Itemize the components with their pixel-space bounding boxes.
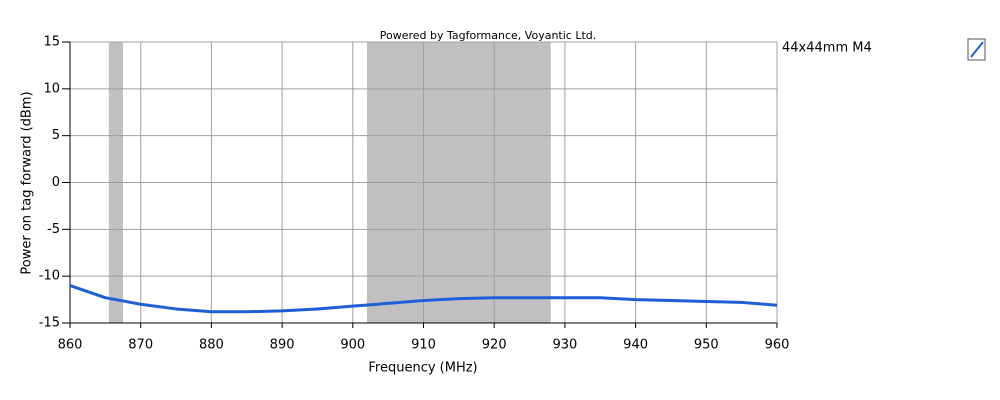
x-tick-label: 950 — [694, 338, 719, 353]
x-tick-label: 900 — [340, 338, 365, 353]
y-tick-label: -10 — [39, 269, 60, 284]
y-tick-label: 0 — [52, 175, 60, 190]
x-tick-label: 870 — [128, 338, 153, 353]
x-axis-label: Frequency (MHz) — [368, 361, 477, 376]
x-tick-label: 920 — [482, 338, 507, 353]
y-axis-label: Power on tag forward (dBm) — [20, 91, 35, 274]
legend-swatch-line — [970, 41, 984, 58]
legend-label: 44x44mm M4 — [782, 41, 872, 56]
line — [69, 284, 778, 314]
y-tick-label: 10 — [43, 81, 60, 96]
x-tick-label: 930 — [552, 338, 577, 353]
x-tick-label: 880 — [199, 338, 224, 353]
x-tick-label: 890 — [270, 338, 295, 353]
y-tick-label: -5 — [47, 222, 60, 237]
x-tick-label: 860 — [58, 338, 83, 353]
y-tick-label: 15 — [43, 35, 60, 50]
y-tick-label: 5 — [52, 128, 60, 143]
x-tick-label: 960 — [765, 338, 790, 353]
x-tick-label: 940 — [623, 338, 648, 353]
annotation: Powered by Tagformance, Voyantic Ltd. — [380, 29, 597, 42]
x-tick-label: 910 — [411, 338, 436, 353]
y-tick-label: -15 — [39, 316, 60, 331]
